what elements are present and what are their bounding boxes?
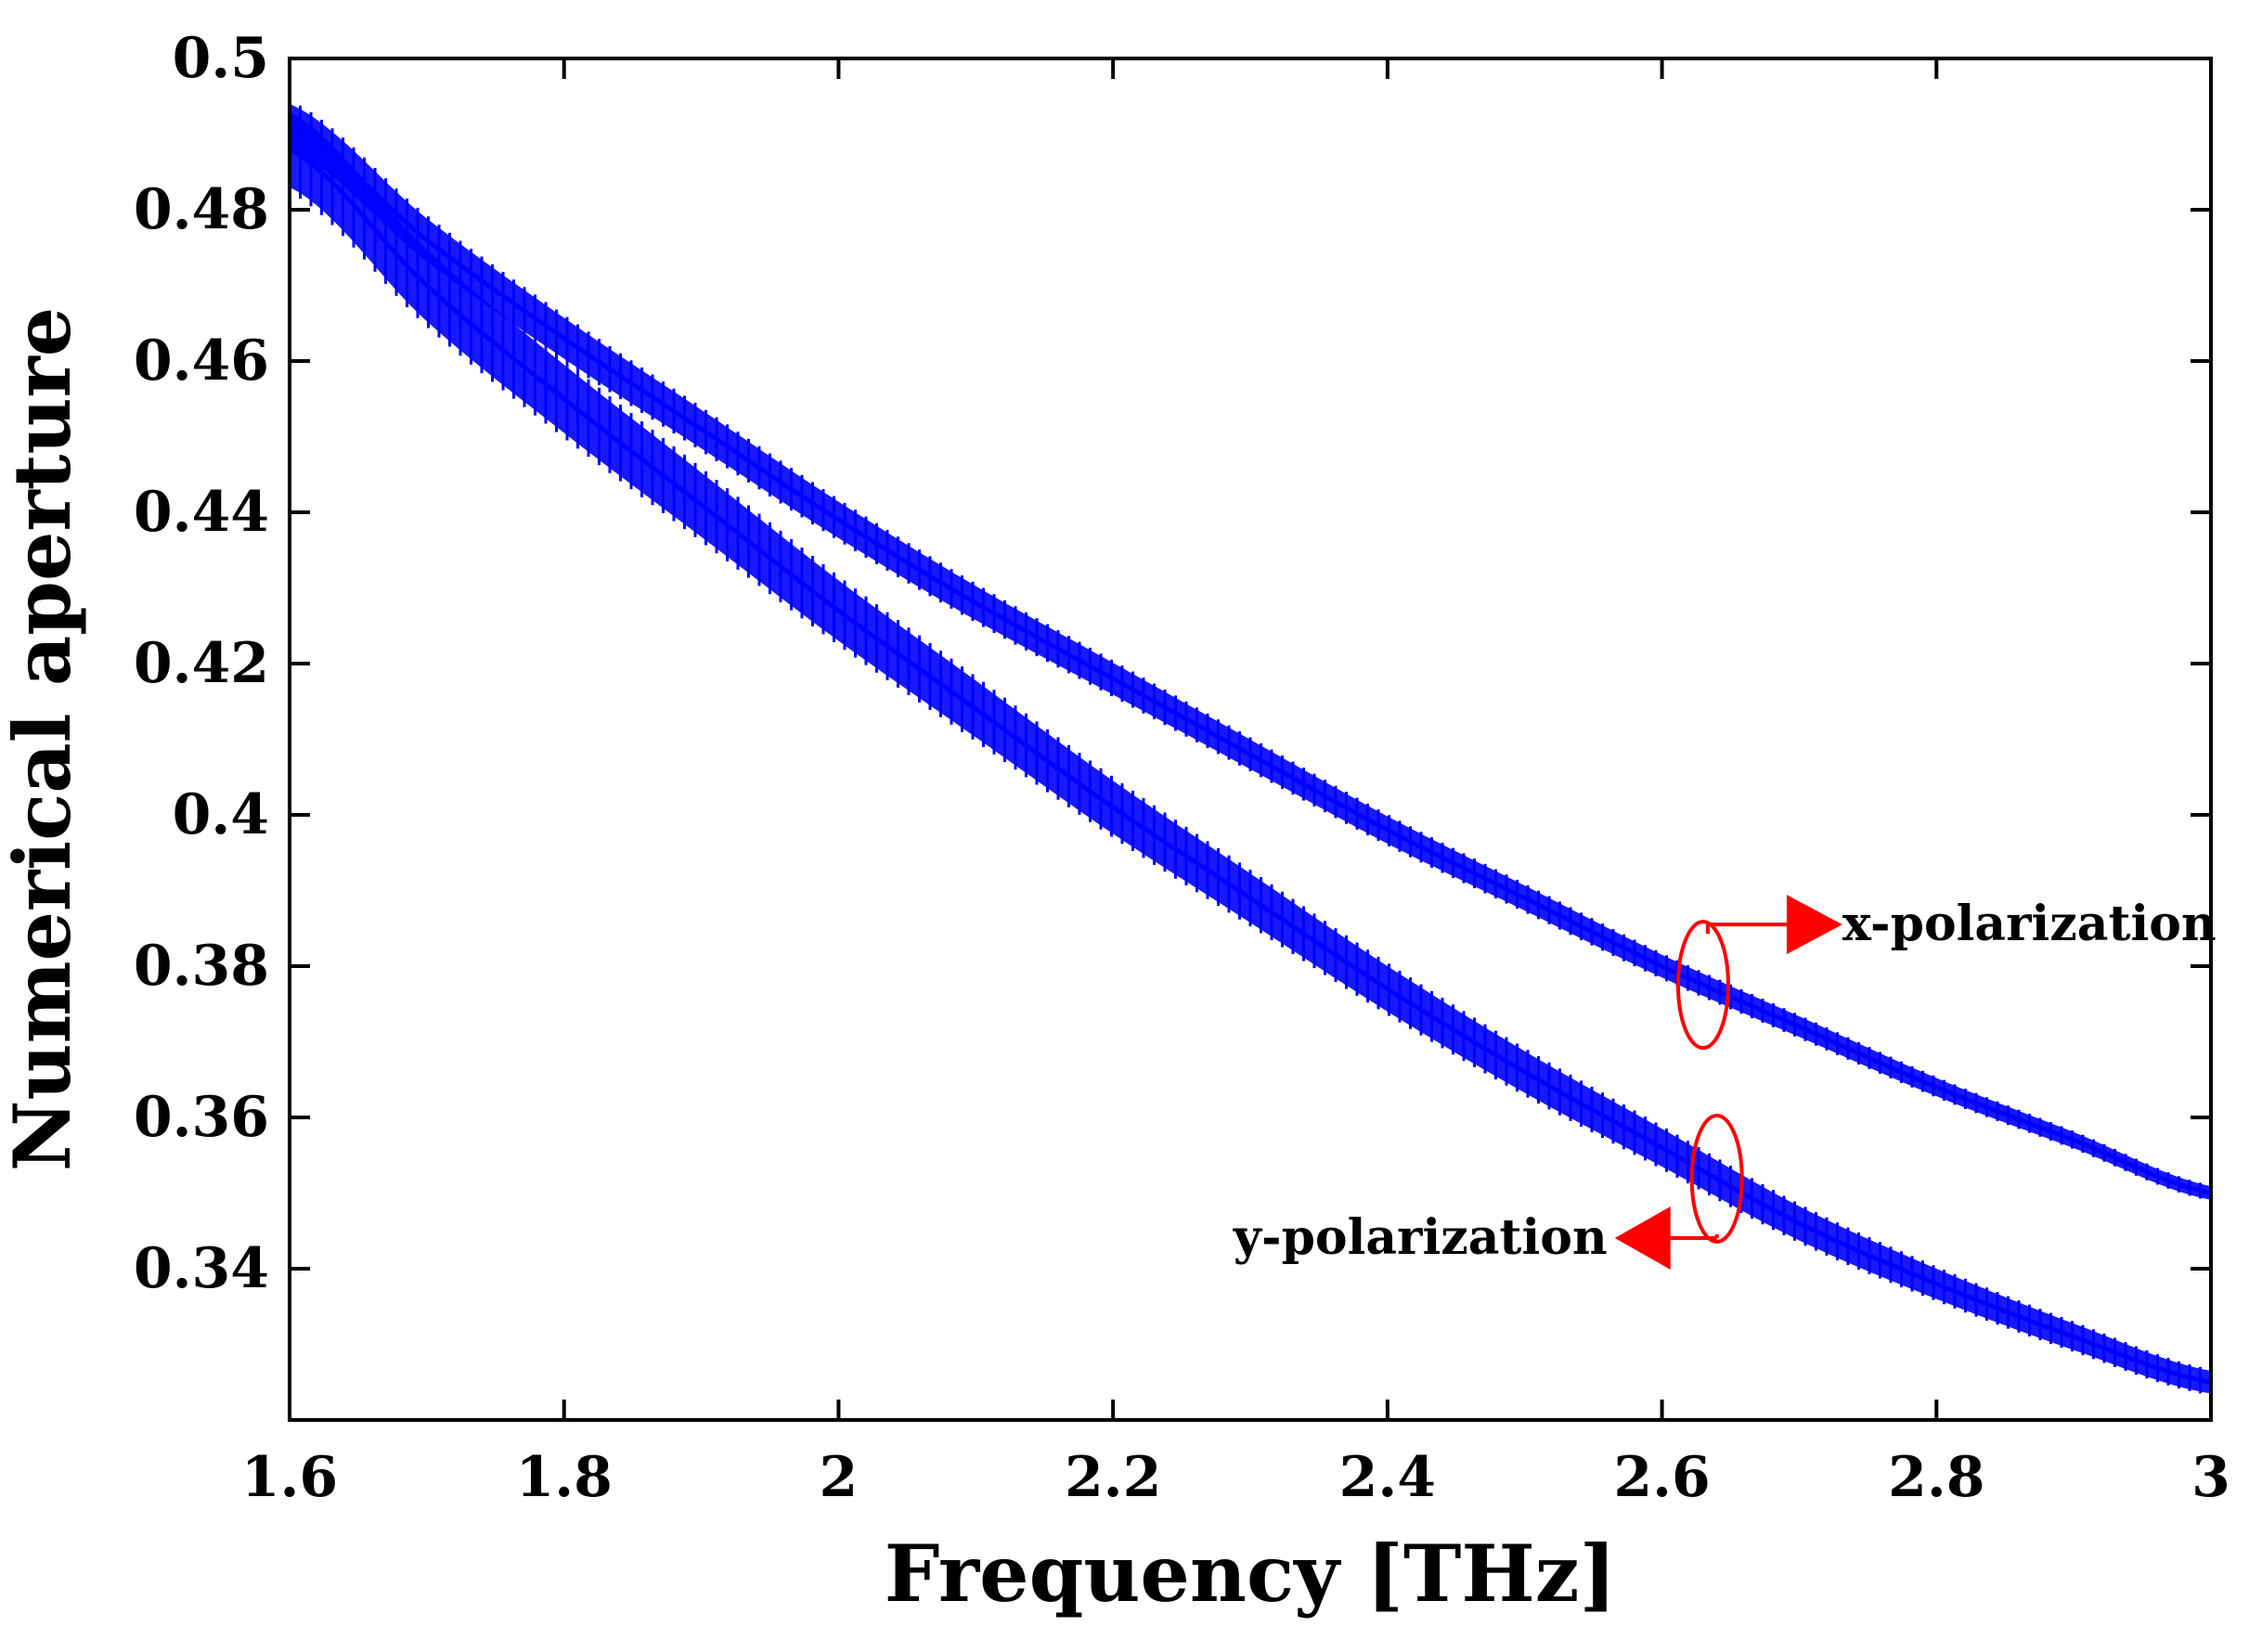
annotation-x-polarization: x-polarization bbox=[1675, 895, 2217, 1051]
y-tick-label: 0.34 bbox=[134, 1236, 269, 1301]
series-line bbox=[288, 147, 2212, 1385]
annotation-y-polarization: y-polarization bbox=[1233, 1113, 1744, 1270]
labels-layer: 1.6 1.8 2 2.2 2.4 2.6 2.8 3 0.34 0.36 0.38 0.4 0.42 0… bbox=[134, 26, 2230, 1510]
x-tick-label: 2 bbox=[820, 1445, 859, 1510]
plot-frame bbox=[288, 57, 2213, 1422]
y-tick-label: 0.44 bbox=[134, 480, 269, 545]
x-tick-label: 2.8 bbox=[1888, 1445, 1984, 1510]
annotations-layer: x-polarization y-polarization bbox=[1233, 895, 2217, 1270]
series-x-polarization bbox=[288, 100, 2213, 1201]
x-tick-label: 2.6 bbox=[1613, 1445, 1710, 1510]
x-axis-title: Frequency [THz] bbox=[885, 1528, 1616, 1620]
y-tick-label: 0.46 bbox=[134, 329, 269, 394]
x-tick-label: 2.2 bbox=[1065, 1445, 1161, 1510]
y-tick-label: 0.48 bbox=[134, 177, 269, 242]
y-tick-label: 0.36 bbox=[134, 1085, 269, 1150]
y-tick-label: 0.38 bbox=[134, 934, 269, 999]
annotation-arrow-head bbox=[1786, 895, 1842, 955]
x-tick-label: 1.8 bbox=[516, 1445, 613, 1510]
annotation-ellipse bbox=[1675, 920, 1730, 1051]
x-tick-label: 3 bbox=[2191, 1445, 2230, 1510]
series-y-polarization bbox=[288, 105, 2213, 1396]
annotation-label: x-polarization bbox=[1842, 896, 2217, 952]
y-tick-label: 0.4 bbox=[173, 782, 269, 847]
x-tick-label: 2.4 bbox=[1339, 1445, 1436, 1510]
x-tick-label: 1.6 bbox=[241, 1445, 338, 1510]
annotation-arrow-head bbox=[1614, 1206, 1671, 1270]
annotation-ellipse bbox=[1689, 1113, 1744, 1244]
y-tick-label: 0.5 bbox=[173, 26, 269, 91]
y-axis-title: Numerical aperture bbox=[0, 307, 88, 1172]
series-layer bbox=[288, 100, 2213, 1396]
series-band bbox=[290, 103, 2211, 1200]
y-tick-label: 0.42 bbox=[134, 631, 269, 696]
series-line bbox=[288, 124, 2212, 1195]
ticks-layer bbox=[288, 57, 2213, 1420]
annotation-label: y-polarization bbox=[1233, 1209, 1608, 1266]
